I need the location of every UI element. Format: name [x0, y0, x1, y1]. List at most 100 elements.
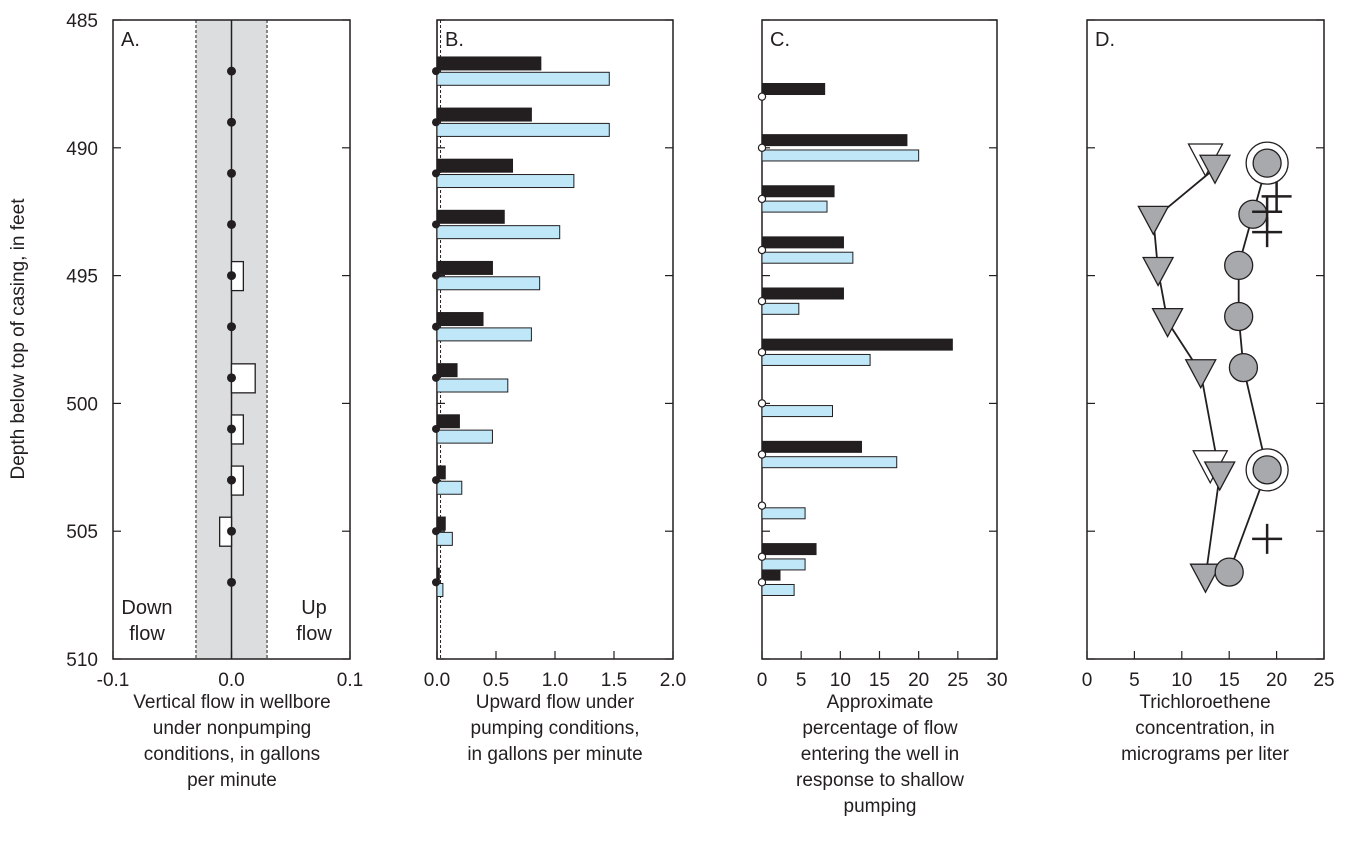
y-axis-label: Depth below top of casing, in feet [8, 198, 29, 480]
y-tick-label: 505 [66, 522, 98, 543]
bar [436, 465, 446, 480]
bar [761, 287, 844, 300]
measurement-point [227, 577, 236, 587]
zero-marker [432, 322, 440, 331]
bar [761, 338, 953, 351]
panel-label: D. [1095, 29, 1115, 51]
bar [761, 251, 854, 264]
bar [436, 122, 610, 137]
x-tick-label: 0.1 [337, 670, 363, 691]
x-tick-label: 0.0 [424, 670, 450, 691]
bar [436, 414, 460, 429]
measurement-point [227, 219, 236, 229]
x-axis-label: entering the well in [801, 744, 959, 765]
zero-marker [757, 143, 767, 152]
bar [761, 456, 898, 469]
x-axis-label: micrograms per liter [1121, 744, 1290, 765]
x-tick-label: 10 [830, 670, 851, 691]
bar [761, 440, 862, 453]
bar [761, 568, 781, 581]
x-tick-label: 2.0 [660, 670, 686, 691]
x-tick-label: 0.0 [218, 670, 244, 691]
y-axis: Depth below top of casing, in feet 485 49… [8, 11, 98, 671]
measurement-point [227, 168, 236, 178]
bar [436, 480, 463, 495]
bar [436, 312, 484, 327]
bar [761, 558, 806, 571]
panel-label: C. [770, 29, 790, 51]
x-axis-label: response to shallow [796, 770, 964, 791]
bar [436, 327, 532, 342]
zero-marker [757, 245, 767, 255]
x-tick-label: 10 [1171, 670, 1192, 691]
bar [761, 236, 844, 249]
zero-marker [432, 118, 440, 127]
zero-marker [432, 220, 440, 229]
x-tick-label: 1.5 [601, 670, 627, 691]
x-tick-label: 5 [796, 670, 807, 691]
bar [761, 83, 826, 96]
panel-d: 0 5 10 15 20 25 D. Trichloroethene concentration… [1082, 19, 1335, 765]
down-flow-label: Down [121, 597, 172, 619]
bar [761, 302, 800, 315]
x-tick-label: 25 [1313, 670, 1334, 691]
panel-b: 0.0 0.5 1.0 1.5 2.0 B. Upward flow under pumpin… [424, 19, 686, 765]
x-tick-label: 15 [869, 670, 890, 691]
x-tick-label: 25 [947, 670, 968, 691]
zero-marker [757, 552, 767, 561]
triangle-marker [1189, 563, 1222, 594]
zero-marker [432, 169, 440, 178]
up-flow-label: Up [301, 597, 327, 619]
triangle-line [1152, 167, 1221, 578]
measurement-point [227, 526, 236, 536]
triangle-marker [1203, 461, 1236, 492]
circle-marker [1224, 250, 1254, 281]
bar [436, 276, 541, 291]
triangle-marker [1184, 359, 1217, 390]
bar [436, 225, 561, 240]
bar [761, 185, 835, 198]
zero-marker [757, 450, 767, 459]
circle-marker [1252, 455, 1282, 485]
zero-marker [432, 424, 440, 433]
triangle-marker [1137, 205, 1170, 236]
zero-marker [432, 67, 440, 76]
x-tick-label: -0.1 [97, 670, 130, 691]
bar [761, 405, 833, 418]
x-axis-label: pumping [844, 796, 917, 817]
x-tick-label: 5 [1129, 670, 1140, 691]
zero-marker [432, 527, 440, 536]
bar [436, 582, 444, 597]
y-tick-label: 500 [66, 394, 98, 415]
panel-a: -0.1 0.0 0.1 A. Vertical flow in wellbore und… [97, 19, 363, 791]
triangle-marker [1142, 256, 1175, 287]
zero-marker [432, 373, 440, 382]
measurement-point [227, 373, 236, 383]
triangle-marker [1151, 307, 1184, 338]
y-tick-label: 510 [66, 650, 98, 671]
bar [436, 174, 575, 189]
x-tick-label: 0 [757, 670, 768, 691]
circle-marker [1252, 148, 1282, 178]
circle-marker [1238, 199, 1268, 229]
bar [761, 583, 795, 596]
y-tick-label: 485 [66, 11, 98, 32]
x-tick-label: 30 [986, 670, 1007, 691]
measurement-point [227, 117, 236, 127]
bar [436, 363, 458, 378]
x-tick-label: 0.5 [483, 670, 509, 691]
triangle-marker [1198, 154, 1232, 185]
x-axis-label: in gallons per minute [467, 744, 642, 765]
x-axis-label: under nonpumping [153, 718, 311, 739]
down-flow-label: flow [129, 623, 165, 645]
measurement-point [227, 271, 236, 281]
circle-marker [1214, 557, 1244, 587]
circle-marker [1224, 301, 1254, 332]
zero-marker [757, 578, 767, 587]
y-tick-label: 490 [66, 139, 98, 160]
bar [436, 158, 514, 173]
bar [436, 71, 610, 86]
bar [436, 516, 446, 531]
plot-frame [1086, 19, 1325, 660]
